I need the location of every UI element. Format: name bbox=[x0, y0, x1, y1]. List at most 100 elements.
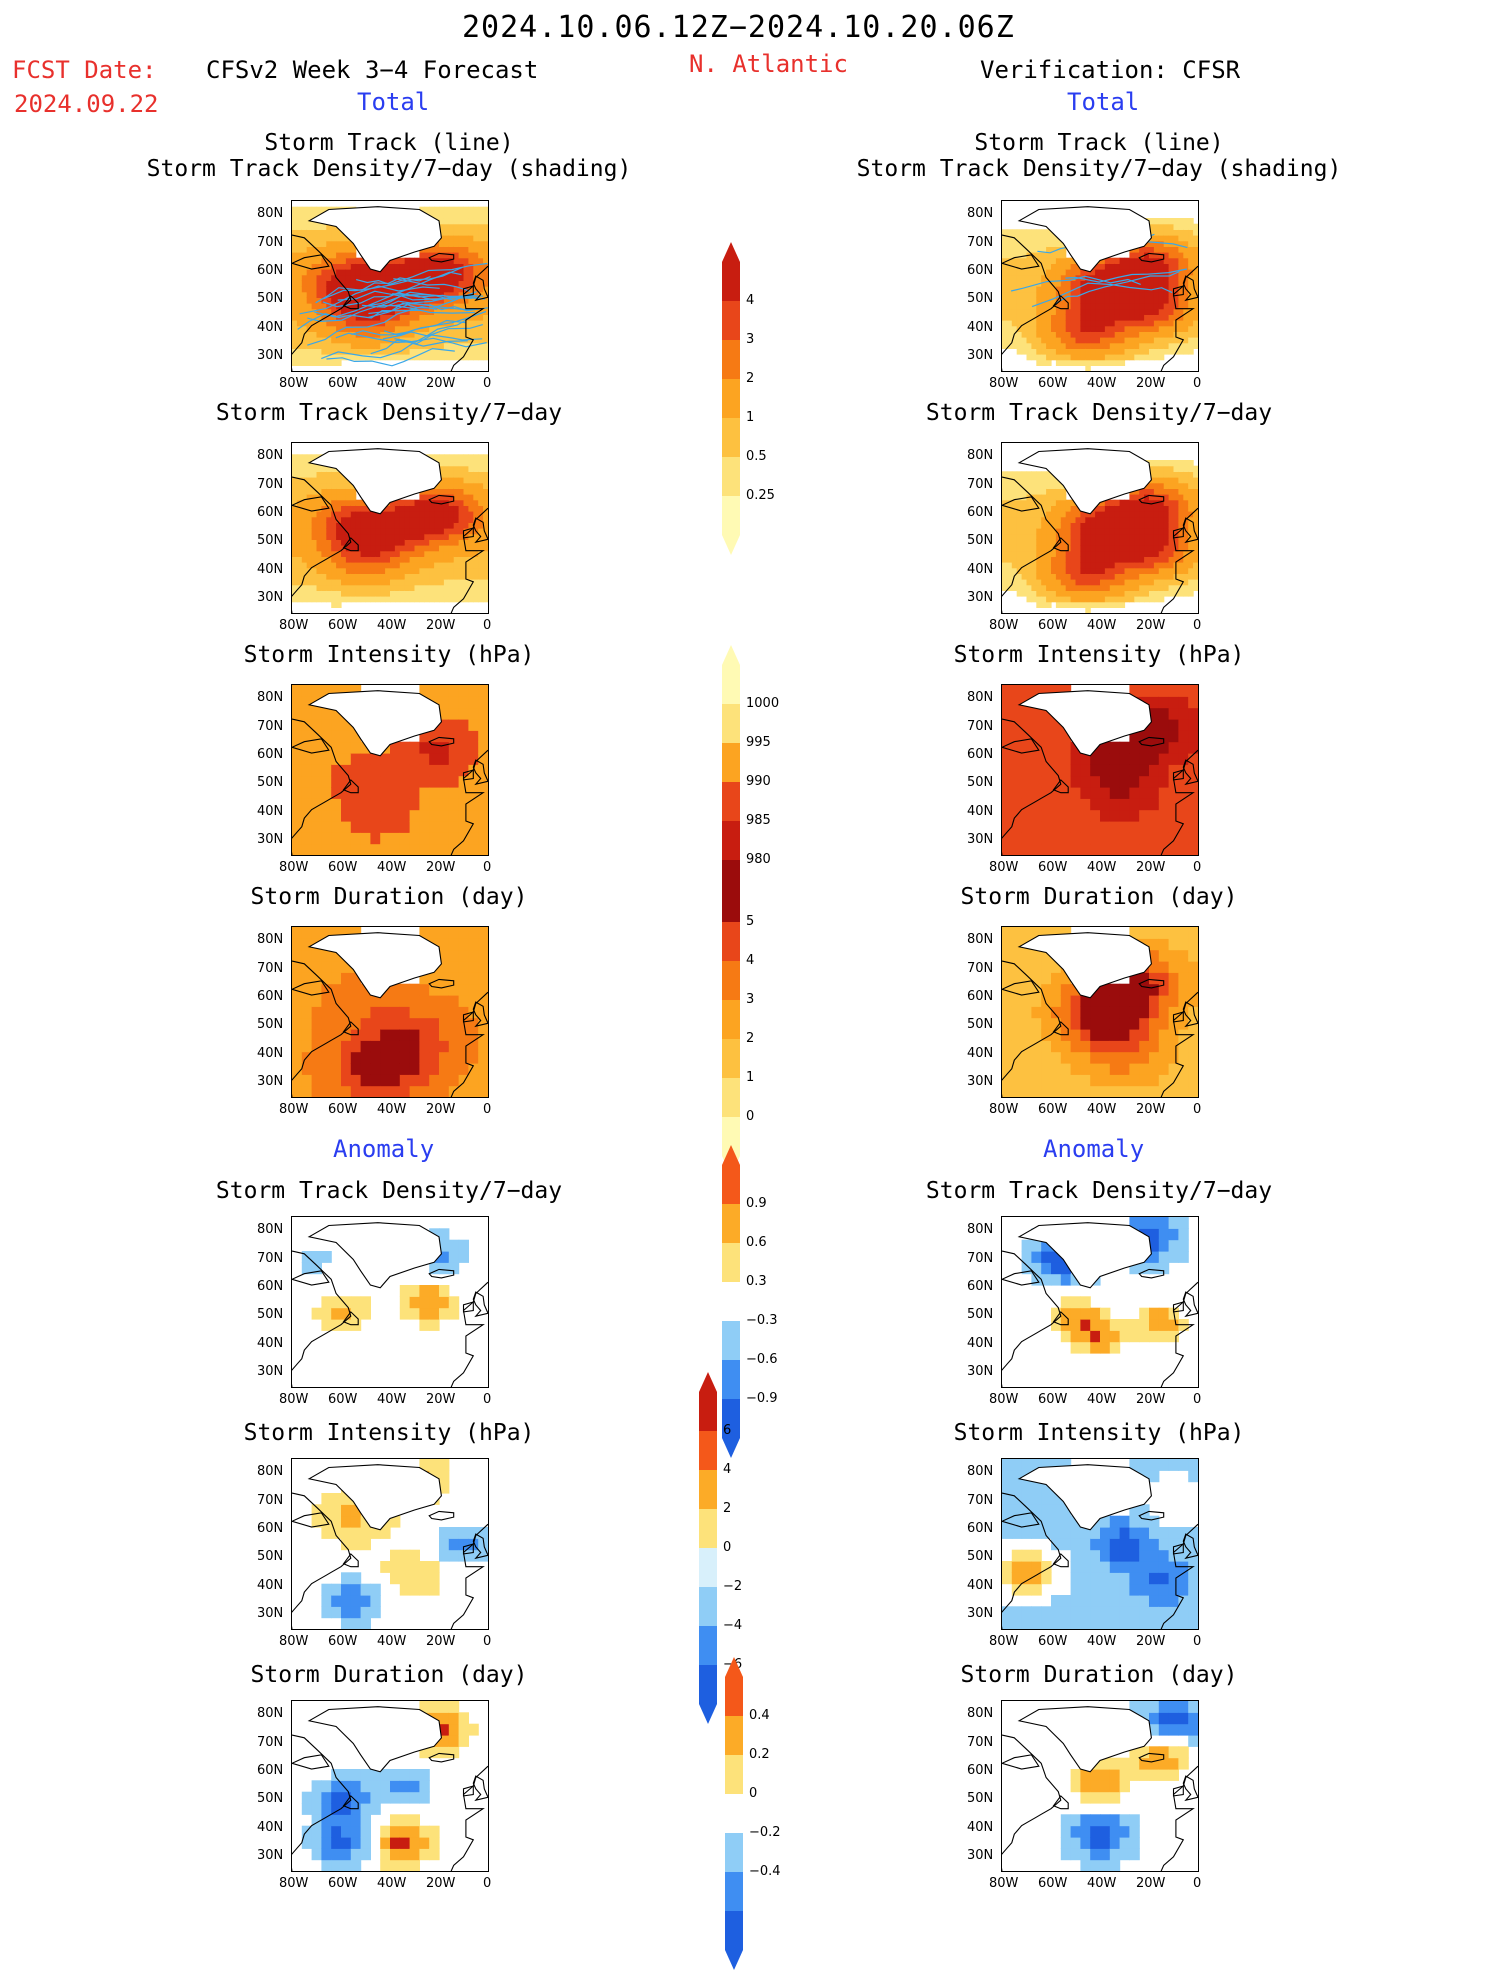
heat-cell bbox=[1154, 483, 1160, 489]
heat-cell bbox=[321, 483, 327, 489]
heat-cell bbox=[468, 539, 474, 545]
heat-cell bbox=[1120, 742, 1130, 754]
heat-cell bbox=[1188, 927, 1198, 939]
heat-cell bbox=[1149, 331, 1155, 337]
heat-cell bbox=[307, 297, 313, 303]
heat-cell bbox=[1110, 832, 1120, 844]
heat-cell bbox=[1154, 471, 1160, 477]
heat-cell bbox=[317, 505, 323, 511]
heat-cell bbox=[1100, 1086, 1110, 1097]
heat-cell bbox=[380, 1052, 390, 1064]
lon-tick-label: 40W bbox=[377, 860, 406, 875]
heat-cell bbox=[483, 568, 488, 574]
heat-cell bbox=[1154, 292, 1160, 298]
heat-cell bbox=[395, 551, 401, 557]
heat-cell bbox=[1129, 1006, 1139, 1018]
heat-cell bbox=[1046, 360, 1052, 366]
heat-cell bbox=[341, 263, 347, 269]
heat-cell bbox=[419, 500, 425, 506]
heat-cell bbox=[468, 331, 474, 337]
heat-cell bbox=[1159, 1074, 1169, 1086]
heat-cell bbox=[1164, 494, 1170, 500]
heat-cell bbox=[395, 579, 401, 585]
map-panel-forecast-anom-density bbox=[291, 1216, 489, 1388]
heat-cell bbox=[346, 505, 352, 511]
heat-cell bbox=[473, 477, 479, 483]
heat-cell bbox=[464, 500, 470, 506]
heat-cell bbox=[1036, 331, 1042, 337]
heat-cell bbox=[1144, 292, 1150, 298]
heat-cell bbox=[1164, 309, 1170, 315]
heat-cell bbox=[1080, 596, 1086, 602]
heat-cell bbox=[410, 500, 416, 506]
heat-cell bbox=[366, 275, 372, 281]
heat-cell bbox=[444, 207, 450, 213]
heat-cell bbox=[1110, 511, 1116, 517]
heat-cell bbox=[341, 1052, 351, 1064]
heat-cell bbox=[1183, 494, 1189, 500]
heat-cell bbox=[1002, 483, 1008, 489]
heat-cell bbox=[370, 522, 376, 528]
heat-cell bbox=[415, 258, 421, 264]
heat-cell bbox=[1031, 1052, 1041, 1064]
heat-cell bbox=[326, 275, 332, 281]
heat-cell bbox=[1178, 297, 1184, 303]
heat-cell bbox=[1041, 494, 1047, 500]
heat-cell bbox=[1144, 539, 1150, 545]
heat-cell bbox=[1188, 719, 1198, 731]
heat-cell bbox=[483, 562, 488, 568]
heat-cell bbox=[331, 297, 337, 303]
heat-cell bbox=[1178, 551, 1184, 557]
heat-cell bbox=[1002, 320, 1008, 326]
heat-cell bbox=[410, 314, 416, 320]
heat-cell bbox=[1002, 696, 1012, 708]
heat-cell bbox=[297, 517, 303, 523]
heat-cell bbox=[1129, 545, 1135, 551]
heat-cell bbox=[429, 579, 435, 585]
heat-cell bbox=[468, 511, 474, 517]
heat-cell bbox=[449, 235, 455, 241]
heat-cell bbox=[415, 534, 421, 540]
heat-cell bbox=[331, 252, 337, 258]
heat-cell bbox=[361, 1029, 371, 1041]
heat-cell bbox=[1129, 810, 1139, 822]
heat-cell bbox=[1056, 241, 1062, 247]
heat-cell bbox=[1090, 810, 1100, 822]
heat-cell bbox=[321, 1296, 331, 1308]
heat-cell bbox=[292, 787, 302, 799]
heat-cell bbox=[1193, 224, 1198, 230]
heat-cell bbox=[439, 685, 449, 697]
heat-cell bbox=[1100, 753, 1110, 765]
heat-cell bbox=[410, 995, 420, 1007]
heat-cell bbox=[1149, 1063, 1159, 1075]
heat-cell bbox=[1174, 229, 1180, 235]
heat-cell bbox=[1071, 1074, 1081, 1086]
heat-cell bbox=[1022, 1006, 1032, 1018]
heat-cell bbox=[405, 517, 411, 523]
heat-cell bbox=[1193, 314, 1198, 320]
heat-cell bbox=[1012, 292, 1018, 298]
heat-cell bbox=[1144, 534, 1150, 540]
heat-cell bbox=[1071, 348, 1077, 354]
heat-cell bbox=[1164, 500, 1170, 506]
heat-cell bbox=[1027, 275, 1033, 281]
heat-cell bbox=[459, 454, 465, 460]
heat-cell bbox=[1159, 1063, 1169, 1075]
heat-cell bbox=[395, 269, 401, 275]
heat-cell bbox=[1036, 522, 1042, 528]
heat-cell bbox=[1159, 460, 1165, 466]
heat-cell bbox=[1159, 685, 1169, 697]
heat-cell bbox=[1031, 488, 1037, 494]
heat-cell bbox=[464, 477, 470, 483]
heat-cell bbox=[1036, 602, 1042, 608]
heat-cell bbox=[419, 1063, 429, 1075]
lon-tick-label: 20W bbox=[1136, 376, 1165, 391]
heat-cell bbox=[1017, 471, 1023, 477]
heat-cell bbox=[1012, 309, 1018, 315]
heat-cell bbox=[1159, 320, 1165, 326]
heat-cell bbox=[410, 821, 420, 833]
heat-cell bbox=[1134, 258, 1140, 264]
heat-cell bbox=[439, 1086, 449, 1097]
heat-cell bbox=[1071, 753, 1081, 765]
heat-cell bbox=[1012, 1006, 1022, 1018]
